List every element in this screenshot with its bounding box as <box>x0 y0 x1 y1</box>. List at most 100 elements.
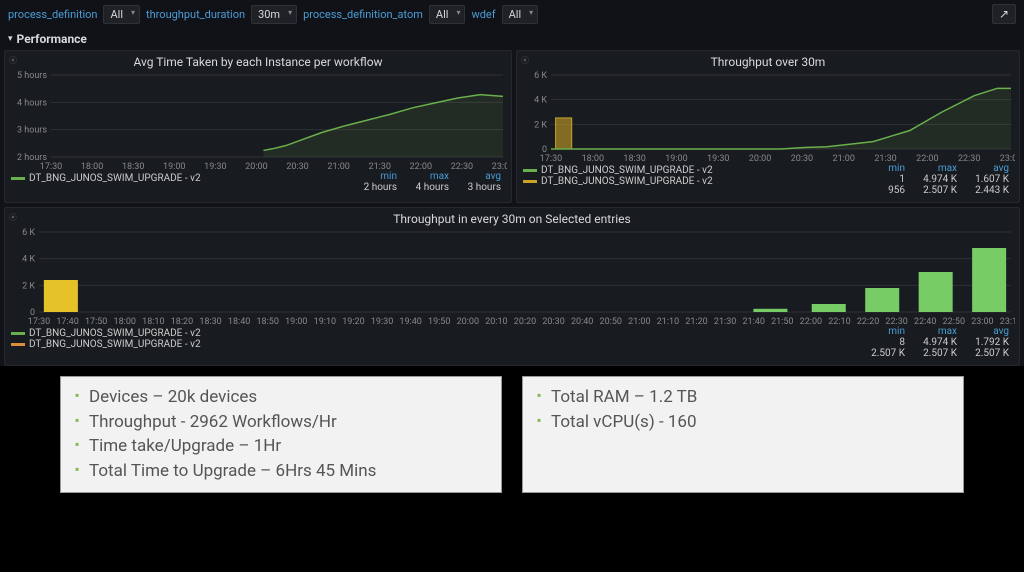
svg-text:21:30: 21:30 <box>874 154 896 163</box>
svg-text:20:00: 20:00 <box>457 317 479 326</box>
legend-name: DT_BNG_JUNOS_SWIM_UPGRADE - v2 <box>29 173 355 184</box>
legend-row[interactable]: DT_BNG_JUNOS_SWIM_UPGRADE - v2 <box>523 165 863 176</box>
legend-avg: 2.507 K <box>969 348 1009 359</box>
svg-text:6 K: 6 K <box>22 228 35 238</box>
legend-row[interactable]: DT_BNG_JUNOS_SWIM_UPGRADE - v2 <box>523 176 863 187</box>
svg-text:3 hours: 3 hours <box>17 126 47 136</box>
svg-text:19:30: 19:30 <box>204 162 226 171</box>
legend-name: DT_BNG_JUNOS_SWIM_UPGRADE - v2 <box>541 176 863 187</box>
summary-box-right: Total RAM – 1.2 TBTotal vCPU(s) - 160 <box>522 376 964 493</box>
legend-avg: 1.792 K <box>969 337 1009 348</box>
share-icon: ↗ <box>999 7 1009 21</box>
share-button[interactable]: ↗ <box>992 4 1016 24</box>
row-caret-icon: ▾ <box>8 34 13 44</box>
svg-text:19:20: 19:20 <box>342 317 364 326</box>
svg-text:21:10: 21:10 <box>657 317 679 326</box>
svg-text:22:00: 22:00 <box>410 162 432 171</box>
svg-text:21:30: 21:30 <box>369 162 391 171</box>
var-label-3[interactable]: wdef <box>471 8 495 21</box>
legend-name: DT_BNG_JUNOS_SWIM_UPGRADE - v2 <box>29 339 863 350</box>
svg-text:23:00: 23:00 <box>1000 154 1015 163</box>
panel-title: Throughput over 30m <box>523 55 1013 69</box>
legend-row[interactable]: DT_BNG_JUNOS_SWIM_UPGRADE - v2 <box>11 328 863 339</box>
legend-header-avg: avg <box>969 326 1009 337</box>
legend-swatch <box>11 343 25 346</box>
summary-box-left: Devices – 20k devicesThroughput - 2962 W… <box>60 376 502 493</box>
svg-text:21:00: 21:00 <box>833 154 855 163</box>
legend-header-min: min <box>865 326 905 337</box>
panel-bars[interactable]: ⦿ Throughput in every 30m on Selected en… <box>4 207 1020 366</box>
panel-drag-handle[interactable]: ⦿ <box>9 55 17 66</box>
summary-item: Total Time to Upgrade – 6Hrs 45 Mins <box>75 459 487 484</box>
legend-min: 8 <box>865 337 905 348</box>
var-label-0[interactable]: process_definition <box>8 8 97 21</box>
svg-text:22:20: 22:20 <box>857 317 879 326</box>
svg-text:20:30: 20:30 <box>542 317 564 326</box>
svg-text:4 K: 4 K <box>22 255 35 265</box>
panel-title: Throughput in every 30m on Selected entr… <box>11 212 1013 226</box>
legend-max: 2.507 K <box>917 348 957 359</box>
svg-text:6 K: 6 K <box>534 71 547 81</box>
svg-text:20:00: 20:00 <box>749 154 771 163</box>
var-label-2[interactable]: process_definition_atom <box>303 8 423 21</box>
svg-text:22:30: 22:30 <box>885 317 907 326</box>
svg-text:18:20: 18:20 <box>171 317 193 326</box>
var-select-0[interactable]: All <box>103 5 140 24</box>
svg-text:19:10: 19:10 <box>314 317 336 326</box>
legend-min: 2 hours <box>357 182 397 193</box>
svg-text:18:30: 18:30 <box>199 317 221 326</box>
row-header-performance[interactable]: ▾ Performance <box>0 28 1024 50</box>
svg-text:2 K: 2 K <box>22 281 35 291</box>
svg-text:17:30: 17:30 <box>40 162 62 171</box>
legend-row[interactable]: DT_BNG_JUNOS_SWIM_UPGRADE - v2 <box>11 173 355 184</box>
svg-text:19:30: 19:30 <box>371 317 393 326</box>
panel-drag-handle[interactable]: ⦿ <box>9 212 17 223</box>
svg-text:17:40: 17:40 <box>56 317 78 326</box>
legend-max: 2.507 K <box>917 185 957 196</box>
legend-avg: 2.443 K <box>969 185 1009 196</box>
svg-text:22:40: 22:40 <box>914 317 936 326</box>
svg-text:19:00: 19:00 <box>665 154 687 163</box>
legend-swatch <box>11 177 25 180</box>
svg-text:21:20: 21:20 <box>685 317 707 326</box>
svg-text:4 K: 4 K <box>534 96 547 106</box>
svg-text:20:30: 20:30 <box>791 154 813 163</box>
legend-swatch <box>11 332 25 335</box>
var-select-1[interactable]: 30m <box>251 5 297 24</box>
svg-text:19:00: 19:00 <box>163 162 185 171</box>
summary-item: Throughput - 2962 Workflows/Hr <box>75 410 487 435</box>
summary-item: Devices – 20k devices <box>75 385 487 410</box>
svg-text:20:50: 20:50 <box>600 317 622 326</box>
chart-throughput: 02 K4 K6 K17:3018:0018:3019:0019:3020:00… <box>523 71 1015 163</box>
svg-text:18:00: 18:00 <box>582 154 604 163</box>
legend-header-min: min <box>865 163 905 174</box>
svg-text:18:00: 18:00 <box>114 317 136 326</box>
svg-text:22:30: 22:30 <box>451 162 473 171</box>
legend-row[interactable]: DT_BNG_JUNOS_SWIM_UPGRADE - v2 <box>11 339 863 350</box>
svg-text:18:30: 18:30 <box>122 162 144 171</box>
legend-name: DT_BNG_JUNOS_SWIM_UPGRADE - v2 <box>29 328 863 339</box>
svg-text:21:30: 21:30 <box>714 317 736 326</box>
svg-text:23:00: 23:00 <box>971 317 993 326</box>
svg-text:18:00: 18:00 <box>81 162 103 171</box>
svg-text:23:10: 23:10 <box>1000 317 1015 326</box>
legend-avg: 1.607 K <box>969 174 1009 185</box>
svg-text:22:50: 22:50 <box>943 317 965 326</box>
svg-text:22:00: 22:00 <box>916 154 938 163</box>
svg-text:18:10: 18:10 <box>142 317 164 326</box>
svg-text:19:40: 19:40 <box>399 317 421 326</box>
var-label-1[interactable]: throughput_duration <box>146 8 245 21</box>
var-select-2[interactable]: All <box>429 5 466 24</box>
legend-swatch <box>523 180 537 183</box>
var-select-3[interactable]: All <box>502 5 539 24</box>
panel-title: Avg Time Taken by each Instance per work… <box>11 55 505 69</box>
legend-min: 956 <box>865 185 905 196</box>
svg-text:18:40: 18:40 <box>228 317 250 326</box>
panel-throughput[interactable]: ⦿ Throughput over 30m 02 K4 K6 K17:3018:… <box>516 50 1020 203</box>
legend-name: DT_BNG_JUNOS_SWIM_UPGRADE - v2 <box>541 165 863 176</box>
summary-item: Total vCPU(s) - 160 <box>537 410 949 435</box>
chart-avg-time: 2 hours3 hours4 hours5 hours17:3018:0018… <box>11 71 507 171</box>
panel-drag-handle[interactable]: ⦿ <box>521 55 529 66</box>
panel-avg-time[interactable]: ⦿ Avg Time Taken by each Instance per wo… <box>4 50 512 203</box>
svg-text:17:30: 17:30 <box>540 154 562 163</box>
